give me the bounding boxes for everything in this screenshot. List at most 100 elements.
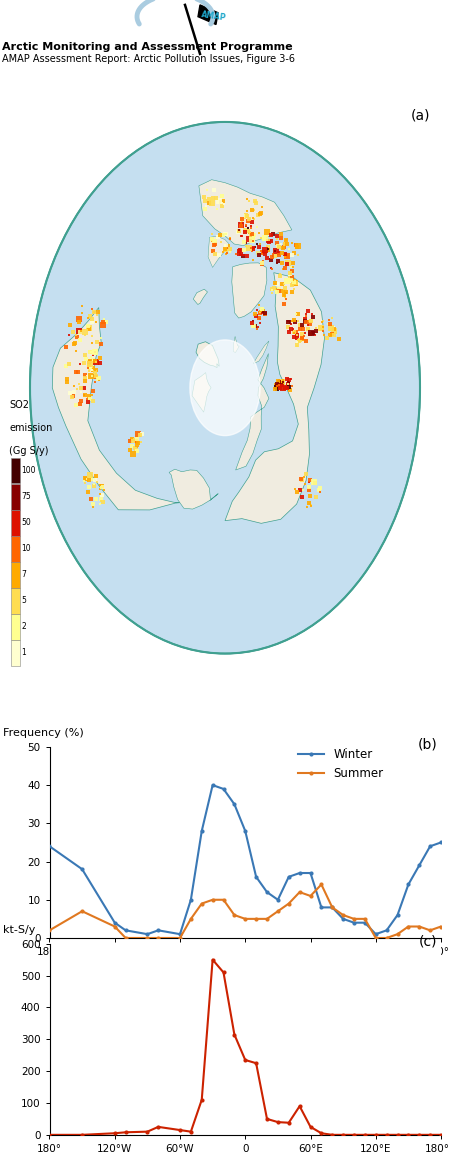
Point bbox=[94, 371, 101, 389]
Point bbox=[212, 244, 219, 263]
Point bbox=[298, 330, 305, 349]
Point bbox=[298, 324, 306, 343]
Point bbox=[245, 210, 252, 228]
Point bbox=[288, 376, 295, 395]
Point bbox=[252, 191, 259, 210]
Point bbox=[77, 383, 85, 402]
Summer bbox=[329, 901, 335, 915]
Point bbox=[223, 237, 230, 256]
Point bbox=[241, 221, 248, 240]
Point bbox=[284, 317, 291, 336]
Point bbox=[213, 199, 220, 218]
Point bbox=[325, 310, 332, 329]
Point bbox=[211, 181, 218, 199]
Text: (Gg S/y): (Gg S/y) bbox=[9, 447, 49, 456]
Line: Winter: Winter bbox=[47, 783, 443, 936]
Point bbox=[312, 318, 319, 337]
Point bbox=[330, 325, 337, 344]
Point bbox=[81, 471, 88, 490]
Point bbox=[63, 371, 70, 389]
Point bbox=[258, 300, 265, 318]
Point bbox=[262, 305, 269, 323]
Point bbox=[90, 382, 97, 401]
Text: 2: 2 bbox=[22, 622, 26, 631]
Point bbox=[83, 350, 90, 368]
Point bbox=[252, 317, 259, 336]
Text: (b): (b) bbox=[417, 738, 437, 752]
Bar bbox=[11, 457, 20, 484]
Point bbox=[137, 426, 144, 445]
Point bbox=[287, 264, 294, 283]
Point bbox=[252, 193, 260, 212]
Point bbox=[84, 390, 91, 409]
Point bbox=[327, 315, 334, 334]
Point bbox=[243, 206, 250, 225]
Point bbox=[97, 329, 104, 347]
Winter bbox=[221, 782, 226, 796]
Point bbox=[221, 195, 228, 213]
Point bbox=[280, 294, 288, 313]
Point bbox=[291, 324, 298, 343]
Point bbox=[244, 222, 252, 241]
Point bbox=[215, 191, 222, 210]
Point bbox=[283, 255, 290, 273]
Point bbox=[279, 261, 286, 279]
Point bbox=[249, 240, 256, 258]
Point bbox=[276, 266, 284, 285]
Point bbox=[133, 438, 140, 456]
Point bbox=[292, 322, 299, 340]
Point bbox=[234, 222, 242, 241]
Summer bbox=[362, 913, 368, 926]
Point bbox=[285, 254, 292, 272]
Point bbox=[209, 189, 216, 207]
Summer bbox=[340, 908, 346, 922]
Point bbox=[284, 374, 291, 393]
Point bbox=[86, 320, 93, 338]
Point bbox=[129, 437, 136, 455]
Point bbox=[237, 211, 244, 229]
Point bbox=[260, 230, 267, 249]
Point bbox=[235, 221, 242, 240]
Point bbox=[130, 430, 137, 448]
Point bbox=[272, 379, 279, 397]
Point bbox=[293, 325, 300, 344]
Point bbox=[285, 374, 292, 393]
Point bbox=[288, 245, 295, 264]
Point bbox=[220, 226, 227, 244]
Point bbox=[80, 386, 87, 404]
Point bbox=[287, 264, 294, 283]
Point bbox=[317, 320, 324, 338]
Point bbox=[270, 225, 277, 243]
Point bbox=[301, 309, 308, 328]
Point bbox=[285, 313, 292, 331]
Point bbox=[78, 379, 85, 397]
Point bbox=[206, 191, 213, 210]
Point bbox=[86, 352, 93, 371]
Point bbox=[278, 376, 285, 395]
Point bbox=[326, 325, 333, 344]
Point bbox=[210, 242, 217, 261]
Point bbox=[279, 373, 286, 391]
Point bbox=[83, 469, 90, 488]
Point bbox=[268, 259, 275, 278]
Point bbox=[248, 230, 255, 249]
Point bbox=[87, 307, 94, 325]
Point bbox=[91, 360, 99, 379]
Summer bbox=[145, 931, 150, 945]
Point bbox=[256, 245, 263, 264]
Point bbox=[291, 279, 298, 298]
Summer bbox=[243, 913, 248, 926]
Point bbox=[256, 309, 263, 328]
Point bbox=[284, 271, 291, 290]
Point bbox=[279, 371, 286, 389]
Point bbox=[82, 323, 89, 342]
Point bbox=[94, 472, 101, 491]
Point bbox=[313, 322, 320, 340]
Point bbox=[63, 338, 70, 357]
Point bbox=[292, 479, 299, 498]
Point bbox=[242, 222, 249, 241]
Point bbox=[92, 367, 99, 386]
Point bbox=[86, 361, 93, 380]
Point bbox=[261, 303, 268, 322]
Point bbox=[259, 303, 266, 322]
